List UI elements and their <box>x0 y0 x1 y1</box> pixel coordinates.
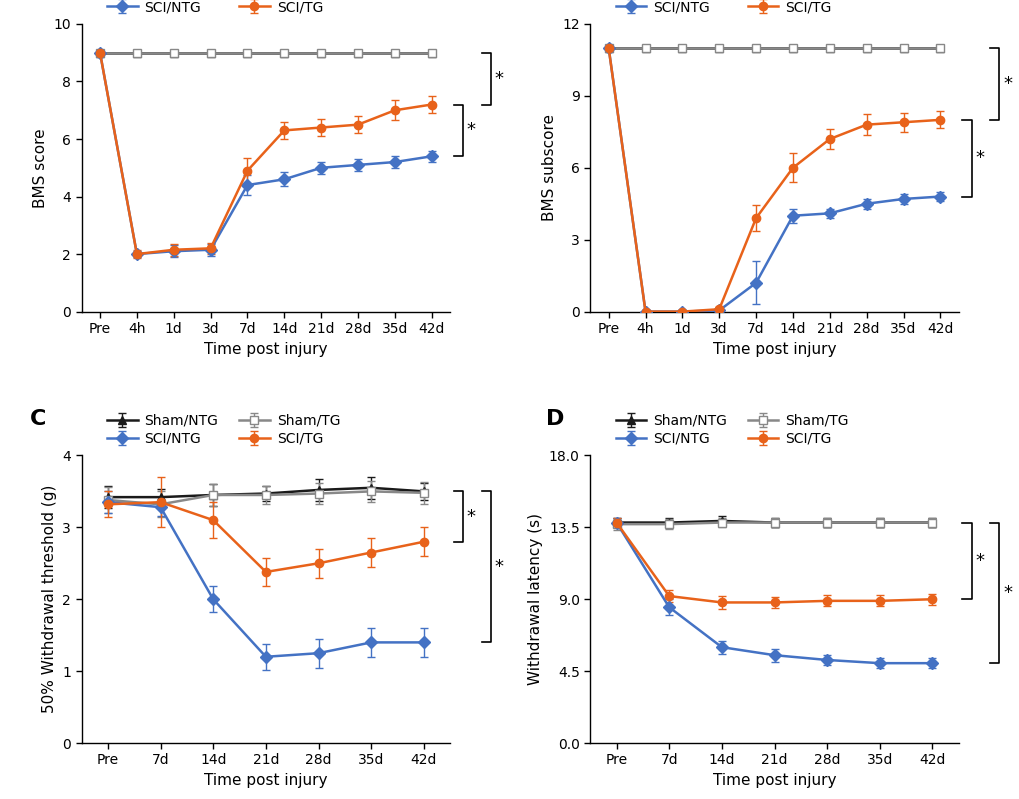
Text: *: * <box>467 507 475 526</box>
X-axis label: Time post injury: Time post injury <box>204 342 327 356</box>
X-axis label: Time post injury: Time post injury <box>712 773 836 788</box>
Y-axis label: BMS score: BMS score <box>33 128 48 208</box>
Text: *: * <box>467 121 475 139</box>
Text: *: * <box>494 558 503 576</box>
Legend: Sham/NTG, SCI/NTG, Sham/TG, SCI/TG: Sham/NTG, SCI/NTG, Sham/TG, SCI/TG <box>615 0 848 14</box>
Text: C: C <box>30 409 46 429</box>
Y-axis label: Withdrawal latency (s): Withdrawal latency (s) <box>528 513 543 686</box>
Text: *: * <box>1002 584 1011 602</box>
Legend: Sham/NTG, SCI/NTG, Sham/TG, SCI/TG: Sham/NTG, SCI/NTG, Sham/TG, SCI/TG <box>107 413 340 446</box>
Text: *: * <box>1002 75 1011 93</box>
Text: *: * <box>974 149 983 167</box>
Text: *: * <box>494 70 503 88</box>
Text: *: * <box>974 552 983 570</box>
Text: D: D <box>545 409 564 429</box>
Y-axis label: 50% Withdrawal threshold (g): 50% Withdrawal threshold (g) <box>42 485 57 714</box>
X-axis label: Time post injury: Time post injury <box>204 773 327 788</box>
Y-axis label: BMS subscore: BMS subscore <box>541 114 556 221</box>
Legend: Sham/NTG, SCI/NTG, Sham/TG, SCI/TG: Sham/NTG, SCI/NTG, Sham/TG, SCI/TG <box>615 413 848 446</box>
X-axis label: Time post injury: Time post injury <box>712 342 836 356</box>
Legend: Sham/NTG, SCI/NTG, Sham/TG, SCI/TG: Sham/NTG, SCI/NTG, Sham/TG, SCI/TG <box>107 0 340 14</box>
